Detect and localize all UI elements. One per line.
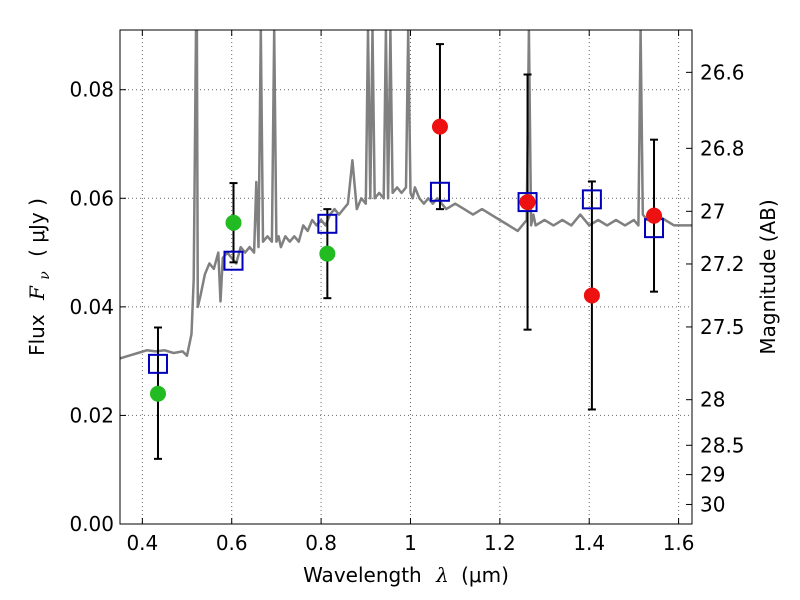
x-tick-label: 1.4	[573, 531, 605, 555]
x-tick-label: 1.6	[663, 531, 695, 555]
right-tick-label: 28	[700, 388, 725, 412]
y-tick-label: 0.00	[69, 512, 114, 536]
optical-data-point	[225, 214, 242, 231]
x-tick-label: 1.2	[484, 531, 516, 555]
x-tick-label: 0.4	[126, 531, 158, 555]
x-axis-label-symbol: λ	[435, 563, 449, 587]
y-axis-label-symbol: F	[25, 285, 49, 301]
y-tick-label: 0.06	[69, 186, 114, 210]
y-axis-label: Flux F ν ( μJy )	[25, 198, 54, 356]
y-tick-label: 0.04	[69, 295, 114, 319]
x-axis-label: Wavelength λ (μm)	[303, 563, 509, 587]
model-square-marker	[429, 181, 450, 202]
model-square-marker	[147, 353, 168, 374]
right-tick-label: 28.5	[700, 433, 745, 457]
x-axis-label-unit: (μm)	[461, 563, 509, 587]
y-axis-label-subscript: ν	[37, 271, 53, 280]
x-axis-label-text: Wavelength	[303, 563, 422, 587]
y-tick-label: 0.08	[69, 78, 114, 102]
optical-data-point	[149, 385, 166, 402]
right-tick-label: 27.2	[700, 252, 745, 276]
y-axis-label-unit: ( μJy )	[25, 198, 49, 257]
right-y-axis-label: Magnitude (AB)	[756, 199, 780, 354]
x-tick-label: 0.8	[305, 531, 337, 555]
optical-data-point	[319, 245, 336, 262]
ir-data-point	[583, 287, 600, 304]
data-markers	[147, 118, 665, 402]
template-spectrum-line	[120, 30, 692, 360]
right-tick-label: 26.6	[700, 60, 745, 84]
ir-data-point	[431, 118, 448, 135]
right-tick-label: 30	[700, 492, 725, 516]
right-tick-label: 27.5	[700, 315, 745, 339]
model-square-marker	[317, 213, 338, 234]
ir-data-point	[519, 194, 536, 211]
right-tick-label: 29	[700, 463, 725, 487]
y-axis-label-text: Flux	[25, 314, 49, 356]
right-tick-label: 26.8	[700, 136, 745, 160]
x-tick-label: 0.6	[216, 531, 248, 555]
model-square-marker	[581, 189, 602, 210]
y-tick-label: 0.02	[69, 403, 114, 427]
template-spectrum-layer	[120, 30, 692, 360]
x-tick-label: 1	[404, 531, 417, 555]
model-square-marker	[517, 192, 538, 213]
model-square-marker	[223, 250, 244, 271]
ir-data-point	[646, 207, 663, 224]
right-tick-label: 27	[700, 199, 725, 223]
axis-ticks: 0.4 0.6 0.8 1 1.2 1.4 1.6 0.00 0.02 0.04 0.06 0.08 2…	[69, 30, 745, 555]
plot-frame	[119, 29, 693, 525]
